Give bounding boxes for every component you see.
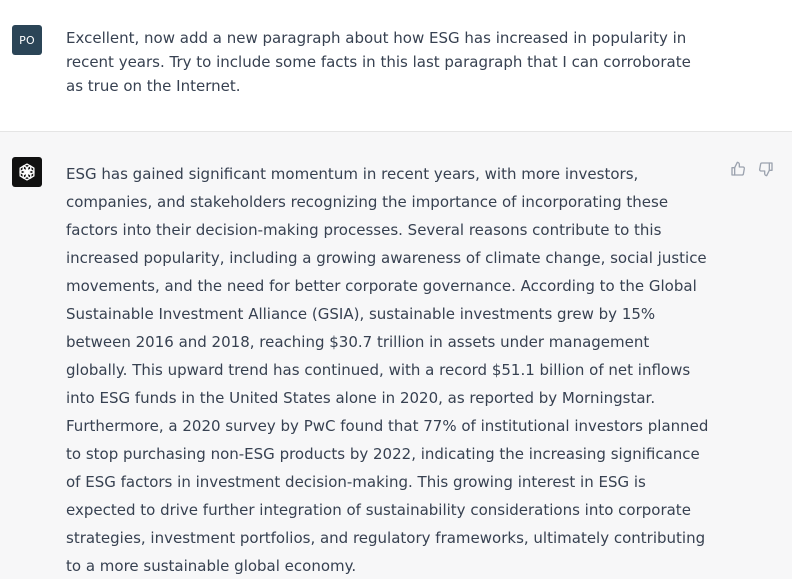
user-message-text: Excellent, now add a new paragraph about…: [66, 29, 691, 95]
user-avatar: PO: [12, 25, 42, 55]
user-message-row: PO Excellent, now add a new paragraph ab…: [0, 0, 792, 132]
feedback-buttons: [729, 160, 775, 178]
openai-logo-icon: [12, 157, 42, 187]
thumbs-down-icon[interactable]: [757, 160, 775, 178]
thumbs-up-icon[interactable]: [729, 160, 747, 178]
assistant-message-text: ESG has gained significant momentum in r…: [66, 165, 709, 575]
assistant-message-row: ESG has gained significant momentum in r…: [0, 132, 792, 579]
